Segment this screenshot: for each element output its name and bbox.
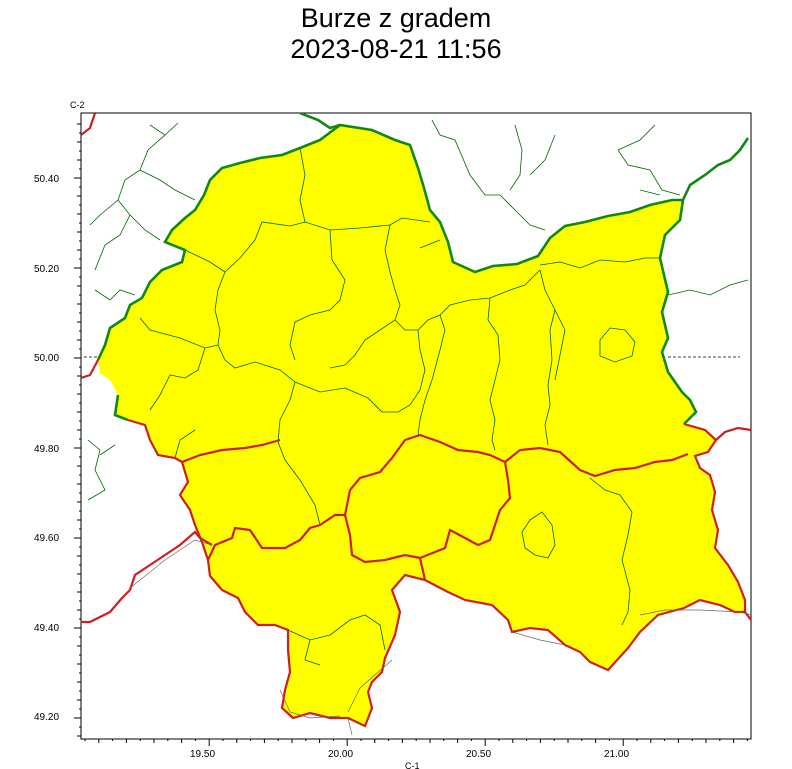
longitude-labels: 19.50 20.00 20.50 21.00 [190,749,629,760]
grid-bottom-label: C-1 [405,761,420,769]
region-outline-red [81,113,751,728]
neighbor-county-lines [87,119,749,501]
map-timestamp: 2023-08-21 11:56 [290,34,502,64]
lon-label: 20.00 [328,749,353,760]
lat-label: 49.20 [34,712,59,723]
warning-area-lesser-poland [98,125,745,726]
lat-label: 49.60 [34,533,59,544]
lat-label: 50.00 [34,353,59,364]
region-outline-green [96,113,750,425]
latitude-labels: 50.40 50.20 50.00 49.80 49.60 49.40 49.2… [34,174,59,723]
grid-corner-label: C-2 [70,100,85,110]
lon-label: 21.00 [604,749,629,760]
country-border-lines [129,539,751,736]
lon-label: 19.50 [190,749,215,760]
lat-label: 50.20 [34,264,59,275]
lat-label: 49.80 [34,444,59,455]
lat-label: 49.40 [34,623,59,634]
axis-ticks [74,123,748,746]
map-title: Burze z gradem [300,3,492,33]
lat-label: 50.40 [34,174,59,185]
county-boundaries [139,147,660,666]
lon-label: 20.50 [466,749,491,760]
